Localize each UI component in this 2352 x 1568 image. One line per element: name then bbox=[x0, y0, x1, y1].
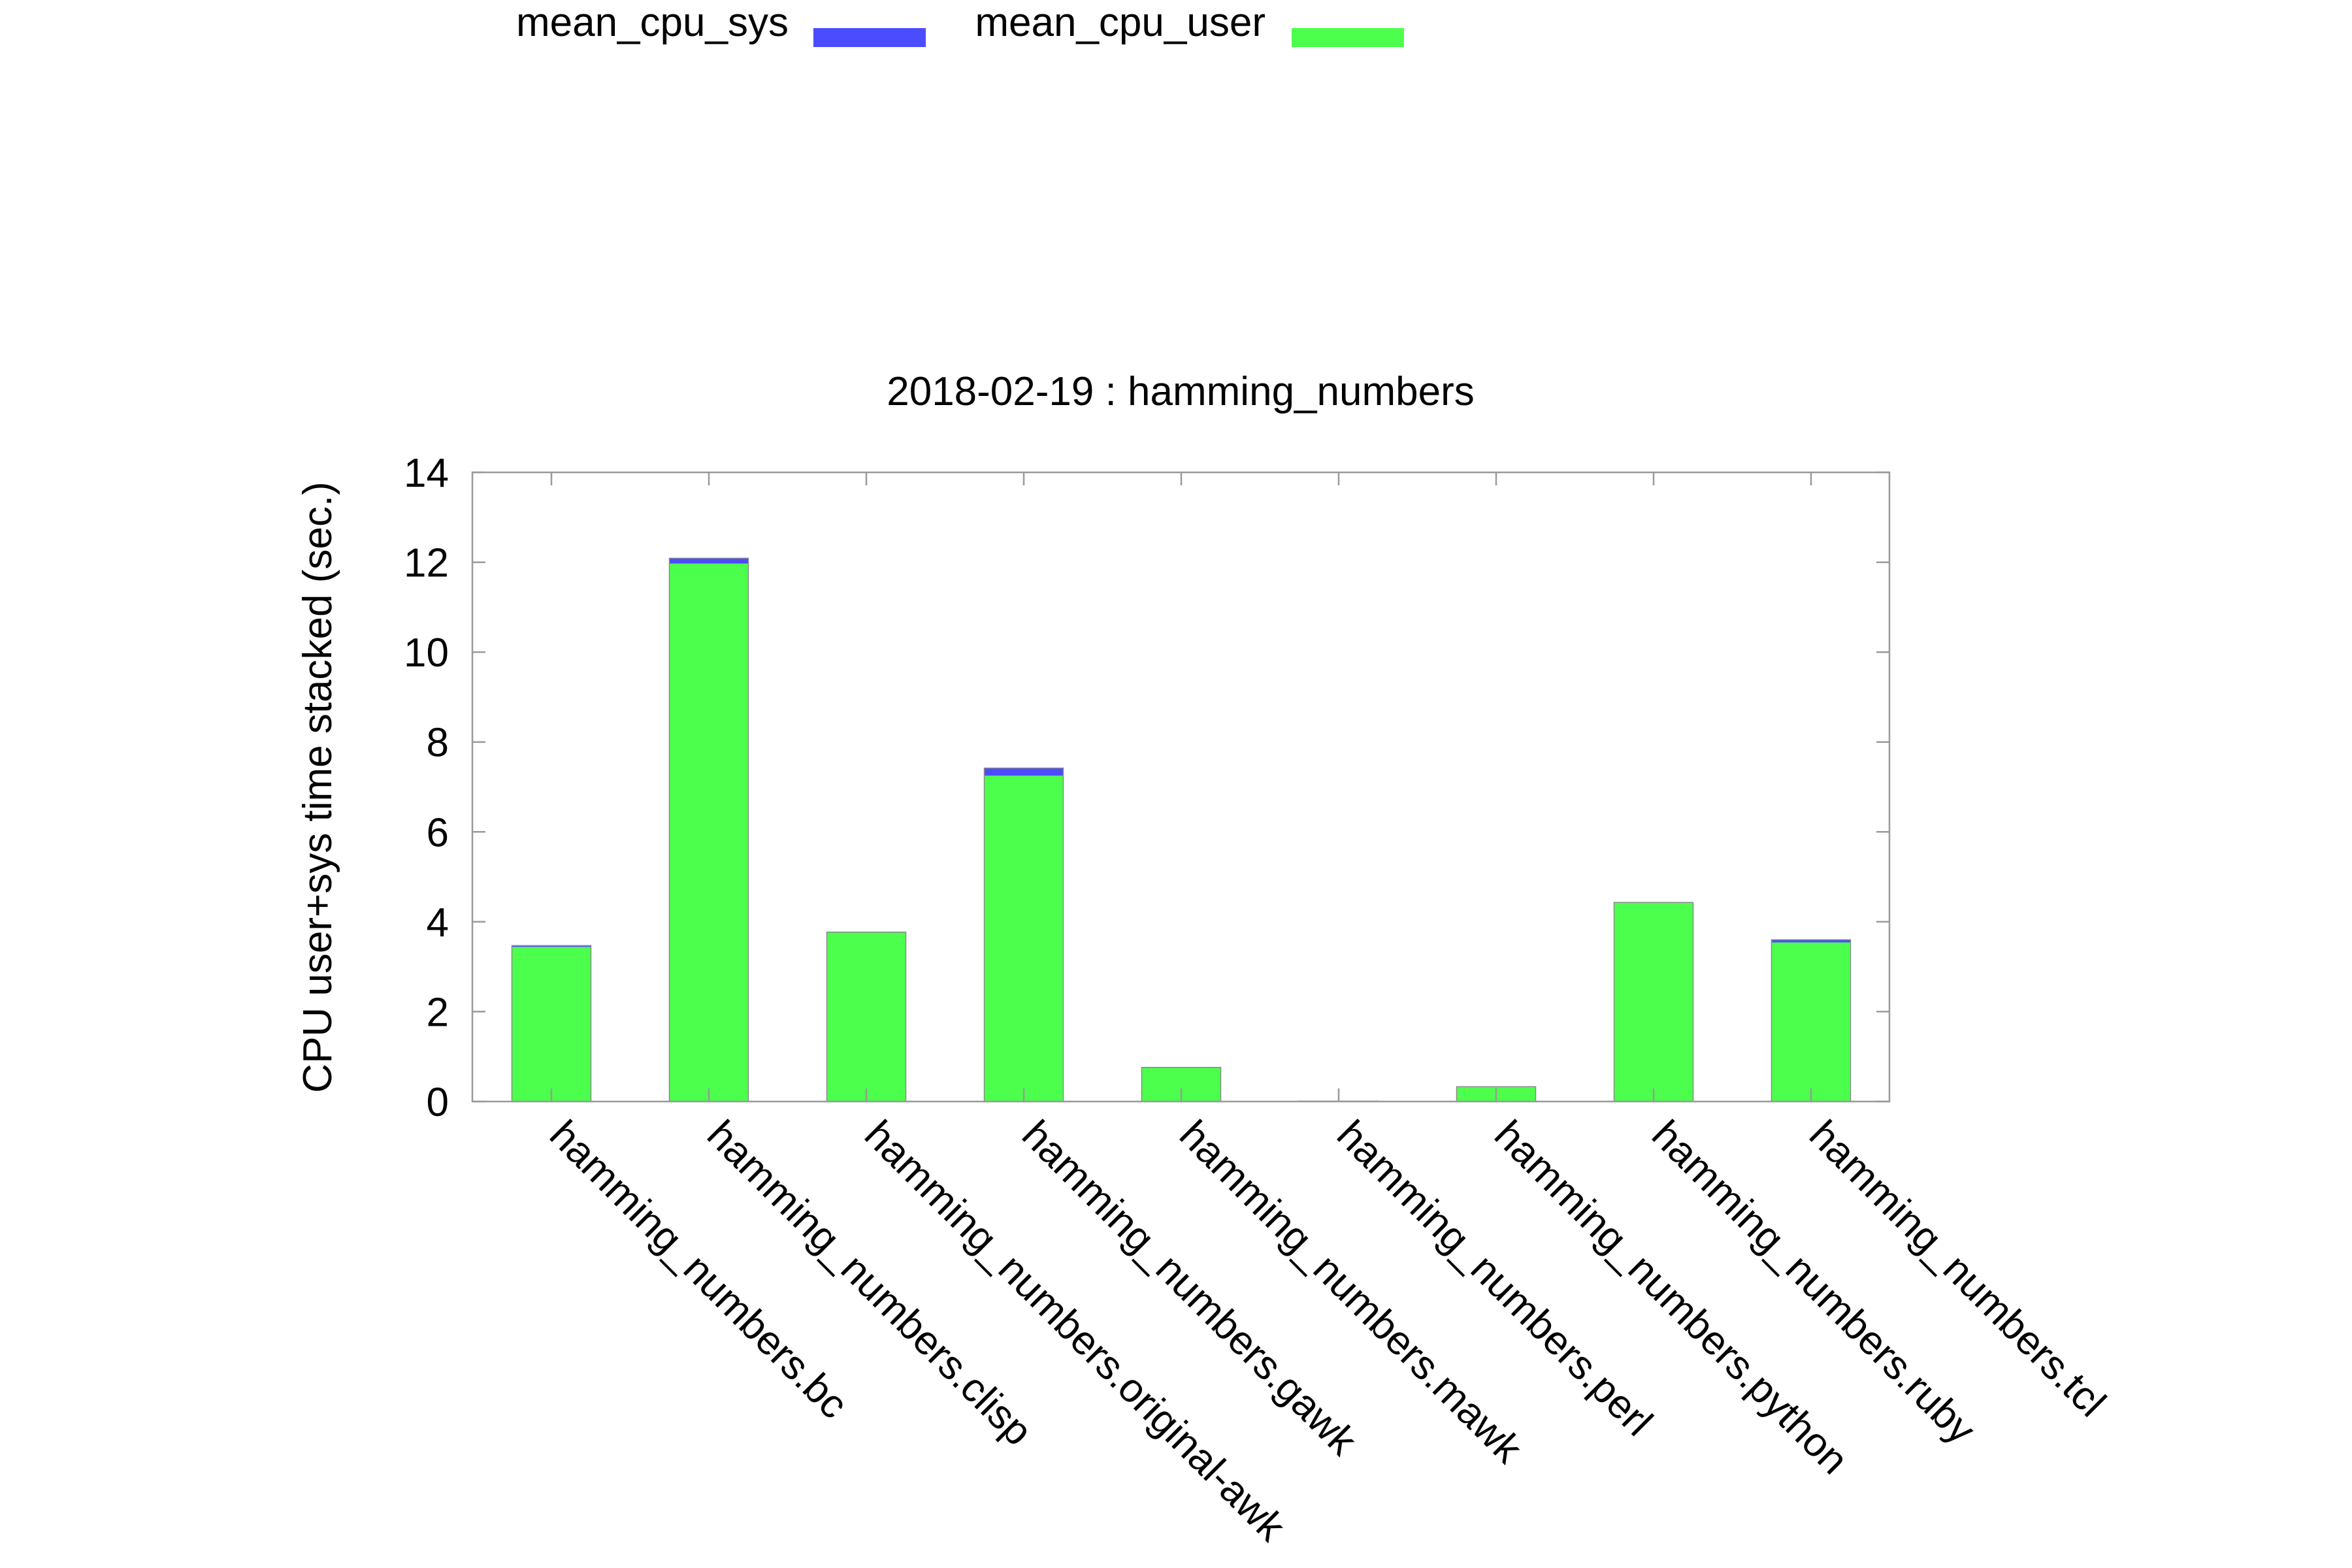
plot-frame bbox=[471, 471, 1891, 1103]
bar-mean-cpu-user-hamming-numbers-bc bbox=[512, 947, 591, 1102]
x-tick-label: hamming_numbers.perl bbox=[1328, 1112, 1661, 1445]
bar-mean-cpu-sys-hamming-numbers-clisp bbox=[669, 558, 749, 564]
bar-mean-cpu-sys-hamming-numbers-gawk bbox=[984, 768, 1064, 776]
y-tick-label: 6 bbox=[427, 810, 449, 855]
bar-mean-cpu-sys-hamming-numbers-tcl bbox=[1771, 939, 1851, 943]
x-tick-label: hamming_numbers.ruby bbox=[1643, 1112, 1984, 1453]
bars bbox=[511, 557, 1852, 1102]
y-tick-label: 8 bbox=[427, 721, 449, 766]
y-axis-label: CPU user+sys time stacked (sec.) bbox=[295, 482, 340, 1092]
x-tick-label: hamming_numbers.clisp bbox=[698, 1112, 1041, 1454]
y-tick-label: 12 bbox=[404, 541, 449, 586]
bar-mean-cpu-sys-hamming-numbers-bc bbox=[512, 945, 591, 947]
bar-mean-cpu-user-hamming-numbers-gawk bbox=[984, 776, 1064, 1102]
y-tick-label: 10 bbox=[404, 630, 449, 676]
bar-mean-cpu-user-hamming-numbers-ruby bbox=[1614, 902, 1693, 1102]
legend: mean_cpu_sys mean_cpu_user bbox=[516, 0, 1404, 47]
chart-title: 2018-02-19 : hamming_numbers bbox=[887, 369, 1475, 414]
y-tick-label: 14 bbox=[404, 451, 449, 496]
x-tick-label: hamming_numbers.bc bbox=[541, 1112, 857, 1428]
y-tick-label: 4 bbox=[427, 900, 449, 945]
bar-mean-cpu-user-hamming-numbers-clisp bbox=[669, 563, 749, 1102]
legend-label-mean-cpu-user: mean_cpu_user bbox=[975, 0, 1266, 45]
x-tick-label: hamming_numbers.gawk bbox=[1013, 1112, 1365, 1464]
legend-swatch-mean-cpu-user bbox=[1292, 28, 1404, 47]
bar-mean-cpu-user-hamming-numbers-original-awk bbox=[826, 932, 906, 1102]
bar-mean-cpu-user-hamming-numbers-tcl bbox=[1771, 942, 1851, 1102]
y-tick-label: 0 bbox=[427, 1080, 449, 1125]
y-tick-label: 2 bbox=[427, 990, 449, 1035]
legend-label-mean-cpu-sys: mean_cpu_sys bbox=[516, 0, 789, 45]
x-tick-label: hamming_numbers.tcl bbox=[1801, 1112, 2114, 1426]
legend-swatch-mean-cpu-sys bbox=[813, 28, 926, 47]
y-axis: 0 2 4 6 8 10 12 14 bbox=[404, 451, 1889, 1125]
